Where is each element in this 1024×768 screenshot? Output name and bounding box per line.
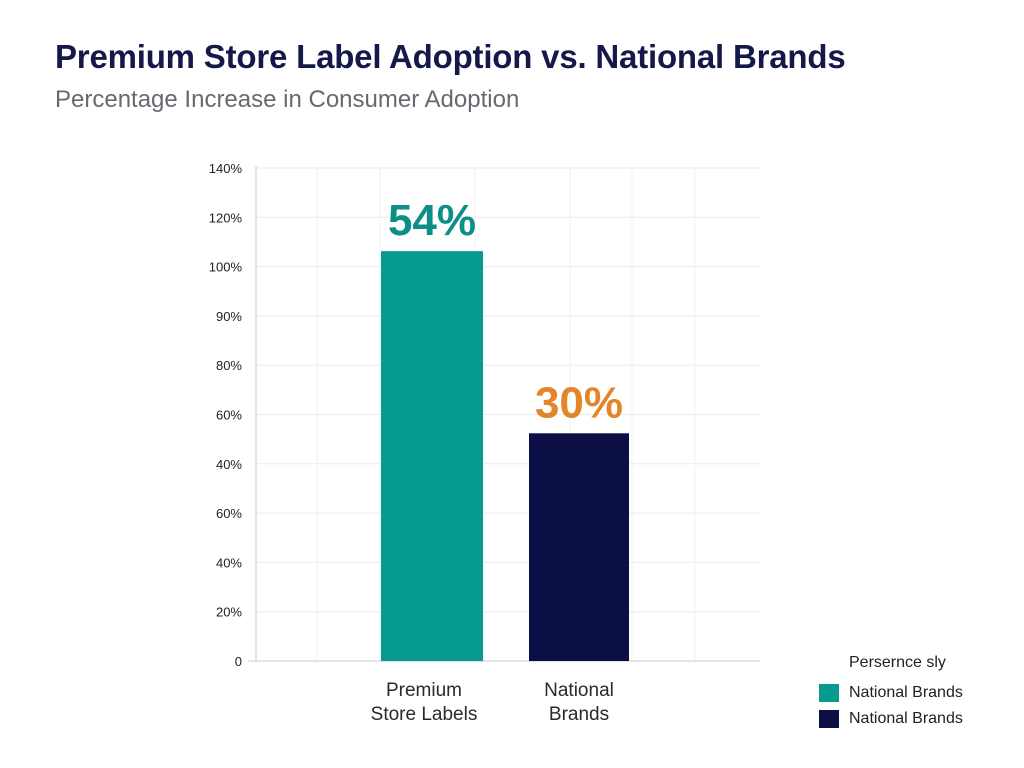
bars [381,251,629,661]
gridlines [256,167,760,661]
legend-swatch [819,710,839,728]
data-label: 30% [535,378,623,427]
data-labels: 54% 30% [388,196,623,427]
legend-swatch [819,684,839,702]
x-category-label: Premium [386,680,462,701]
y-tick-label: 140% [209,161,243,176]
y-tick-label: 80% [216,358,242,373]
legend-item: National Brands [819,680,1019,706]
legend: Persernce sly National Brands National B… [819,654,1019,732]
x-category-label: Brands [549,704,609,725]
y-tick-label: 60% [216,408,242,423]
x-category-label: National [544,680,614,701]
y-tick-label: 40% [216,457,242,472]
x-axis-categories: Premium Store Labels National Brands [371,680,614,725]
y-tick-label: 40% [216,555,242,570]
y-tick-label: 100% [209,260,243,275]
x-category-label: Store Labels [371,704,478,725]
y-tick-label: 60% [216,506,242,521]
legend-title: Persernce sly [849,654,946,671]
y-axis-ticks: 0 20% 40% 60% 40% 60% 80% 90% 100% 120% 140% [209,161,243,669]
axes [248,166,760,662]
data-label: 54% [388,196,476,245]
bar [529,433,629,661]
y-tick-label: 90% [216,309,242,324]
legend-label: National Brands [849,710,963,727]
legend-label: National Brands [849,684,963,701]
chart-title: Premium Store Label Adoption vs. Nationa… [55,38,846,75]
legend-item: National Brands [819,706,1019,732]
bar [381,251,483,661]
chart-subtitle: Percentage Increase in Consumer Adoption [55,86,520,113]
y-tick-label: 0 [235,654,242,669]
y-tick-label: 120% [209,210,243,225]
y-tick-label: 20% [216,605,242,620]
